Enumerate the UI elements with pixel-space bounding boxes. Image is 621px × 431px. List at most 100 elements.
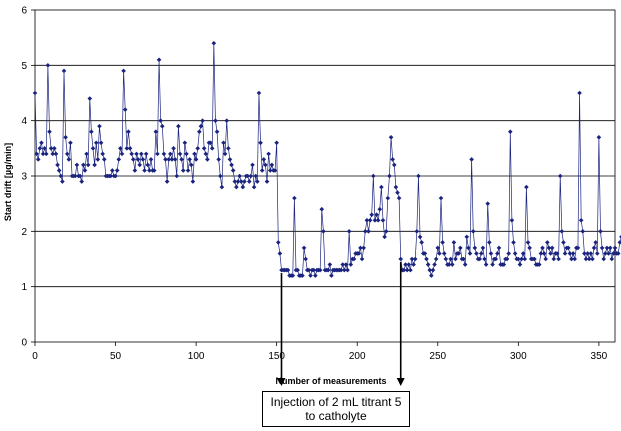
data-point — [195, 146, 201, 151]
data-point — [163, 157, 168, 162]
data-point — [470, 229, 476, 234]
data-point — [74, 162, 80, 168]
data-point — [456, 251, 462, 256]
data-point — [540, 245, 545, 251]
data-point — [229, 162, 234, 168]
data-point — [482, 256, 487, 262]
data-point — [327, 262, 333, 267]
data-point — [205, 157, 210, 162]
data-point — [190, 179, 196, 184]
tick-label-x-250: 250 — [429, 351, 446, 362]
data-point — [424, 256, 429, 262]
series-line-0 — [34, 43, 621, 277]
data-point — [301, 245, 307, 251]
data-point — [221, 140, 226, 146]
data-point — [351, 256, 357, 262]
data-point — [359, 256, 365, 262]
data-point — [159, 123, 165, 129]
data-point — [192, 151, 197, 157]
data-point — [509, 217, 515, 223]
data-point — [474, 251, 479, 256]
data-point — [110, 168, 115, 173]
data-point — [60, 179, 65, 184]
data-point — [122, 107, 128, 112]
data-point — [325, 267, 331, 273]
data-point — [180, 168, 186, 173]
data-point — [77, 173, 83, 179]
data-point — [367, 217, 373, 223]
data-point — [66, 157, 72, 162]
data-point — [346, 229, 352, 234]
data-point — [238, 179, 244, 184]
tick-label-y-1: 1 — [21, 282, 27, 293]
data-point — [433, 256, 439, 262]
data-point — [443, 256, 449, 262]
data-point — [562, 251, 568, 256]
data-point — [219, 184, 225, 190]
data-point — [578, 217, 584, 223]
data-point — [168, 151, 173, 157]
data-point — [113, 173, 118, 179]
data-point — [259, 168, 265, 173]
data-point — [217, 173, 223, 179]
tick-label-x-50: 50 — [110, 351, 122, 362]
data-point — [285, 267, 291, 273]
data-point — [362, 229, 368, 234]
data-point — [546, 245, 552, 251]
data-point — [372, 217, 378, 223]
data-point — [385, 195, 391, 201]
data-point — [35, 157, 41, 162]
data-point — [317, 267, 323, 273]
data-point — [132, 168, 138, 173]
data-point — [408, 267, 413, 273]
data-point — [308, 273, 313, 278]
data-point — [524, 184, 529, 190]
data-point — [61, 68, 67, 74]
data-point — [187, 157, 192, 162]
data-point — [507, 129, 513, 135]
data-point — [467, 251, 473, 256]
data-point — [403, 262, 408, 267]
data-point — [369, 212, 375, 218]
data-point — [551, 256, 557, 262]
injection-annotation: Injection of 2 mL titrant 5 to catholyte — [262, 391, 410, 427]
data-point — [522, 256, 528, 262]
data-point — [267, 168, 273, 173]
data-point — [303, 256, 308, 262]
data-point — [348, 262, 354, 267]
data-point — [478, 251, 484, 256]
data-point — [290, 273, 296, 278]
tick-label-y-0: 0 — [21, 338, 27, 349]
data-point — [493, 256, 499, 262]
data-point — [197, 129, 202, 135]
data-point — [404, 267, 410, 273]
data-point — [401, 267, 407, 273]
data-point — [538, 251, 544, 256]
data-point — [145, 162, 151, 168]
tick-label-y-6: 6 — [21, 6, 27, 17]
data-point — [567, 251, 573, 256]
data-point — [398, 256, 404, 262]
data-point — [87, 96, 93, 101]
data-point — [569, 256, 574, 262]
data-point — [43, 151, 49, 157]
data-point — [604, 245, 610, 251]
data-point — [179, 157, 184, 162]
data-point — [248, 173, 254, 179]
tick-label-y-3: 3 — [21, 172, 27, 183]
data-point — [453, 256, 458, 262]
data-point — [383, 229, 389, 234]
axis-ticks: 0 1 2 3 4 5 6 0 50 100 150 200 250 300 350 — [21, 6, 607, 363]
data-point — [134, 151, 139, 157]
data-point — [82, 168, 88, 173]
tick-label-x-0: 0 — [32, 351, 38, 362]
data-point — [161, 151, 167, 157]
data-point — [396, 195, 402, 201]
data-point — [342, 267, 347, 273]
data-point — [92, 162, 97, 168]
data-point — [487, 240, 492, 245]
data-point — [338, 267, 344, 273]
data-point — [554, 251, 560, 256]
data-point — [211, 40, 217, 46]
data-point — [182, 140, 188, 146]
